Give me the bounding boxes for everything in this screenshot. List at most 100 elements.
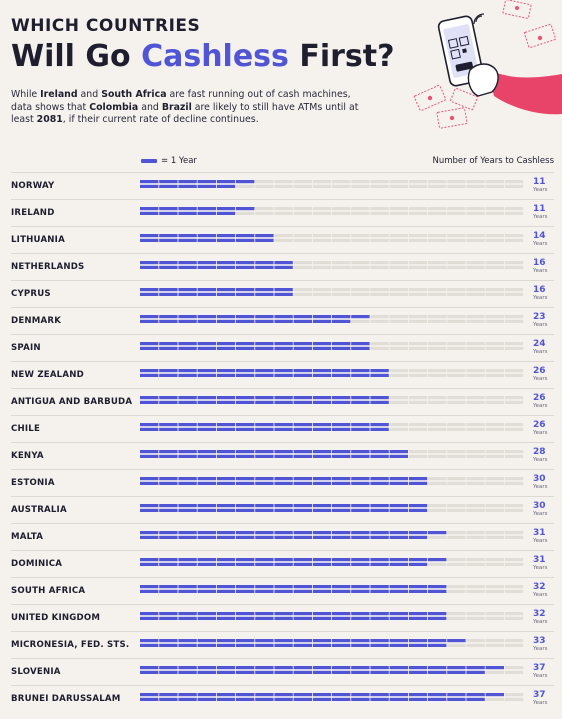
bar-segment-empty — [370, 315, 389, 319]
value-number: 33 — [533, 636, 546, 646]
bar-segment-empty — [408, 315, 428, 319]
bar-segment-filled — [370, 562, 389, 566]
bar-segment-filled — [408, 477, 428, 481]
bar-segment-empty — [504, 207, 524, 211]
bar-segment-filled — [408, 616, 428, 620]
bar-segment-empty — [485, 207, 504, 211]
bar-segment-empty — [428, 396, 447, 400]
bar-segment-filled — [236, 531, 255, 535]
bar-segment-filled — [216, 292, 236, 296]
bar-segment-empty — [312, 184, 332, 188]
row-divider — [11, 523, 554, 524]
value-label: 14 Years — [533, 231, 559, 248]
bar-segment-filled — [216, 319, 236, 323]
bar-segment-filled — [236, 670, 255, 674]
bar-segment-empty — [389, 180, 408, 184]
bar-segment-filled — [178, 234, 197, 238]
bar-segment-filled — [159, 504, 178, 508]
chart-row: SOUTH AFRICA 32 Years — [0, 577, 562, 604]
bar-segment-filled — [274, 558, 293, 562]
bar-segment-filled — [236, 481, 255, 485]
bar-segment-filled — [370, 693, 389, 697]
bar-segment-empty — [504, 261, 524, 265]
bar-segment-empty — [408, 346, 428, 350]
bar-segment-empty — [293, 238, 312, 242]
bar-segment-empty — [370, 211, 389, 215]
bar-segment-filled — [140, 265, 159, 269]
chart-title: Will Go Cashless First? — [11, 38, 411, 76]
bar-segment-empty — [428, 562, 447, 566]
bar-segment-empty — [255, 207, 274, 211]
bar-segment-filled — [140, 211, 159, 215]
bar-segment-empty — [485, 238, 504, 242]
bar-segment-filled — [312, 346, 332, 350]
bar-segment-empty — [351, 184, 370, 188]
bar-segment-filled — [447, 693, 466, 697]
bar-segment-filled — [216, 697, 236, 701]
bar-segment-filled — [428, 639, 447, 643]
bar-segment-filled — [236, 180, 255, 184]
bar-segment-filled — [293, 481, 312, 485]
bar-segment-filled — [312, 319, 332, 323]
bar-segment-filled — [236, 315, 255, 319]
bar-segment-filled — [236, 589, 255, 593]
bar-segment-empty — [312, 292, 332, 296]
bar-segment-empty — [466, 427, 485, 431]
bar-segment-empty — [389, 400, 408, 404]
bar-segment-empty — [312, 288, 332, 292]
bar-segment-filled — [216, 504, 236, 508]
bar-segment-filled — [140, 423, 159, 427]
bar-segment-filled — [159, 369, 178, 373]
bar-segment-empty — [447, 342, 466, 346]
bar-segment-filled — [178, 315, 197, 319]
bar-segment-empty — [274, 211, 293, 215]
bar-segment-filled — [312, 535, 332, 539]
bar-segment-empty — [466, 558, 485, 562]
bar-track — [140, 693, 524, 701]
value-unit: Years — [533, 673, 548, 679]
bar-segment-empty — [504, 697, 524, 701]
bar-segment-filled — [236, 261, 255, 265]
bar-segment-filled — [351, 558, 370, 562]
bar-segment-filled — [216, 184, 236, 188]
bar-segment-empty — [504, 369, 524, 373]
bar-segment-empty — [312, 207, 332, 211]
bar-segment-filled — [197, 666, 216, 670]
bar-segment-empty — [485, 535, 504, 539]
bar-segment-filled — [178, 211, 197, 215]
bar-segment-filled — [197, 589, 216, 593]
bar-segment-filled — [255, 423, 274, 427]
bar-segment-filled — [351, 477, 370, 481]
bar-segment-filled — [255, 454, 274, 458]
bar-segment-empty — [351, 211, 370, 215]
bar-segment-filled — [197, 288, 216, 292]
bar-segment-filled — [255, 643, 274, 647]
bar-segment-empty — [504, 319, 524, 323]
bar-segment-filled — [293, 639, 312, 643]
bar-segment-empty — [370, 292, 389, 296]
bar-segment-empty — [389, 319, 408, 323]
bar-segment-empty — [447, 589, 466, 593]
bar-segment-filled — [178, 697, 197, 701]
bar-segment-empty — [351, 261, 370, 265]
bar-segment-empty — [408, 261, 428, 265]
row-divider — [11, 307, 554, 308]
row-divider — [11, 442, 554, 443]
bar-segment-empty — [428, 481, 447, 485]
bar-segment-empty — [504, 535, 524, 539]
bar-segment-filled — [178, 373, 197, 377]
bar-segment-empty — [293, 184, 312, 188]
chart-row: NORWAY 11 Years — [0, 172, 562, 199]
bar-segment-empty — [370, 180, 389, 184]
bar-segment-filled — [236, 697, 255, 701]
bar-segment-empty — [485, 477, 504, 481]
bar-segment-filled — [178, 265, 197, 269]
value-number: 23 — [533, 312, 546, 322]
bar-track — [140, 450, 524, 458]
bar-segment-empty — [428, 292, 447, 296]
value-unit: Years — [533, 214, 548, 220]
bar-segment-filled — [197, 643, 216, 647]
bar-segment-filled — [216, 562, 236, 566]
bar-segment-filled — [159, 234, 178, 238]
row-divider — [11, 334, 554, 335]
